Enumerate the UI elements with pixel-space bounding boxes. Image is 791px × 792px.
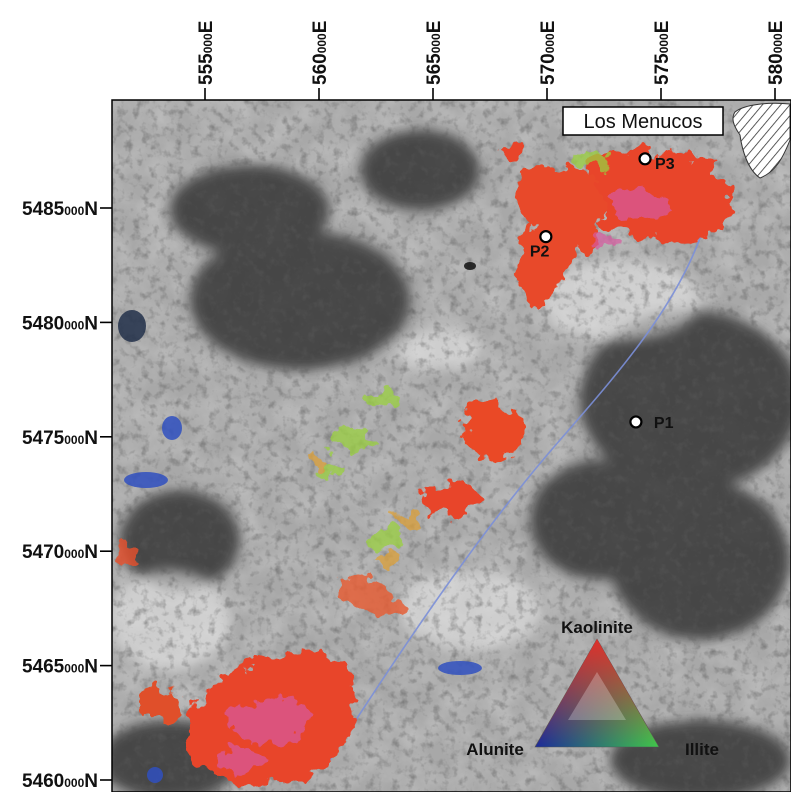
town-label: Los Menucos (584, 111, 703, 133)
northing-tick-label: 5465000N (22, 657, 98, 678)
legend-alunite: Alunite (466, 740, 524, 759)
northing-tick-label: 5480000N (22, 313, 98, 334)
easting-tick: 570000E (538, 21, 559, 100)
northing-tick-label: 5460000N (22, 771, 98, 792)
sample-points: P1 P2 P3 (530, 152, 675, 432)
northing-tick-label: 5475000N (22, 428, 98, 449)
easting-tick-label: 560000E (310, 21, 331, 85)
northing-tick: 5460000N (22, 771, 112, 792)
northing-tick-label: 5470000N (22, 542, 98, 563)
easting-tick: 580000E (766, 21, 787, 100)
sample-point: P2 (530, 230, 553, 261)
northing-tick-label: 5485000N (22, 199, 98, 220)
sample-point-marker (629, 415, 643, 429)
town-area (732, 102, 791, 179)
easting-axis: 555000E 560000E 565000E 570000E 575000E 58000… (196, 21, 787, 100)
northing-tick: 5470000N (22, 542, 112, 563)
northing-tick: 5465000N (22, 657, 112, 678)
satellite-image (112, 100, 791, 792)
legend-illite: Illite (685, 740, 719, 759)
sample-point-label: P1 (654, 415, 674, 432)
easting-tick-label: 580000E (766, 21, 787, 85)
map-frame (111, 99, 791, 792)
easting-tick-label: 555000E (196, 21, 217, 85)
legend-kaolinite: Kaolinite (561, 618, 633, 637)
northing-tick: 5485000N (22, 199, 112, 220)
sample-point-marker (638, 152, 652, 166)
sample-point-marker (539, 230, 553, 244)
easting-tick-label: 570000E (538, 21, 559, 85)
sample-point: P1 (629, 415, 674, 432)
easting-tick: 560000E (310, 21, 331, 100)
easting-tick: 565000E (424, 21, 445, 100)
road-line (329, 199, 713, 761)
sample-point-label: P3 (655, 156, 675, 173)
ternary-legend: Kaolinite Alunite Illite (466, 618, 719, 759)
town-label-box (562, 106, 724, 136)
easting-tick-label: 575000E (652, 21, 673, 85)
sample-point: P3 (638, 152, 675, 173)
northing-tick: 5480000N (22, 313, 112, 334)
northing-axis: 5485000N 5480000N 5475000N 5470000N 5465000N… (22, 199, 112, 792)
northing-tick: 5475000N (22, 428, 112, 449)
easting-tick-label: 565000E (424, 21, 445, 85)
sample-point-label: P2 (530, 244, 550, 261)
easting-tick: 555000E (196, 21, 217, 100)
easting-tick: 575000E (652, 21, 673, 100)
